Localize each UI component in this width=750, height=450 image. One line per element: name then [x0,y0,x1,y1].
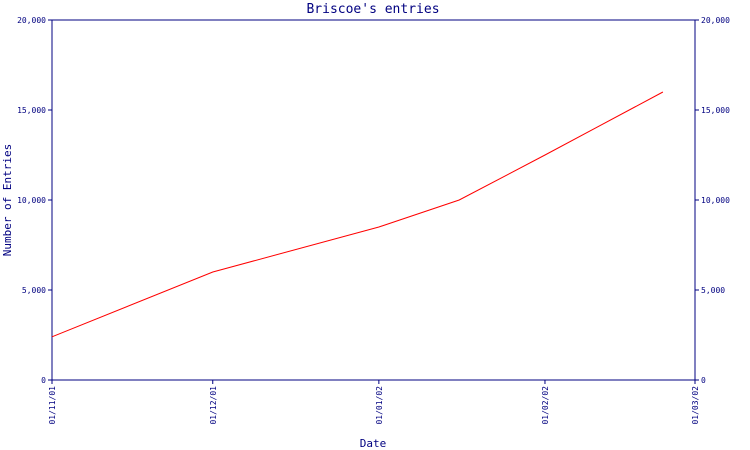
plot-area [51,19,696,381]
x-tick-label: 01/03/02 [691,386,700,425]
y-tick-label-right: 20,000 [701,16,730,25]
y-tick-label-left: 20,000 [17,16,46,25]
y-tick-label-left: 0 [41,376,46,385]
y-axis-label: Number of Entries [1,144,14,257]
y-tick-label-right: 15,000 [701,106,730,115]
y-tick-label-left: 5,000 [22,286,46,295]
y-tick-label-left: 15,000 [17,106,46,115]
y-tick-label-right: 0 [701,376,706,385]
chart-title: Briscoe's entries [306,2,439,17]
x-axis: 01/11/01 01/12/01 01/01/02 01/02/02 01/03/02 [48,380,700,425]
x-tick-label: 01/12/01 [209,386,218,425]
y-axis-right: 0 5,000 10,000 15,000 20,000 [695,16,730,385]
x-axis-label: Date [360,437,387,450]
y-tick-label-left: 10,000 [17,196,46,205]
y-tick-label-right: 10,000 [701,196,730,205]
y-axis-left: 0 5,000 10,000 15,000 20,000 [17,16,52,385]
y-tick-label-right: 5,000 [701,286,725,295]
series-line [51,91,664,338]
x-tick-label: 01/02/02 [541,386,550,425]
x-tick-label: 01/01/02 [375,386,384,425]
x-tick-label: 01/11/01 [48,386,57,425]
